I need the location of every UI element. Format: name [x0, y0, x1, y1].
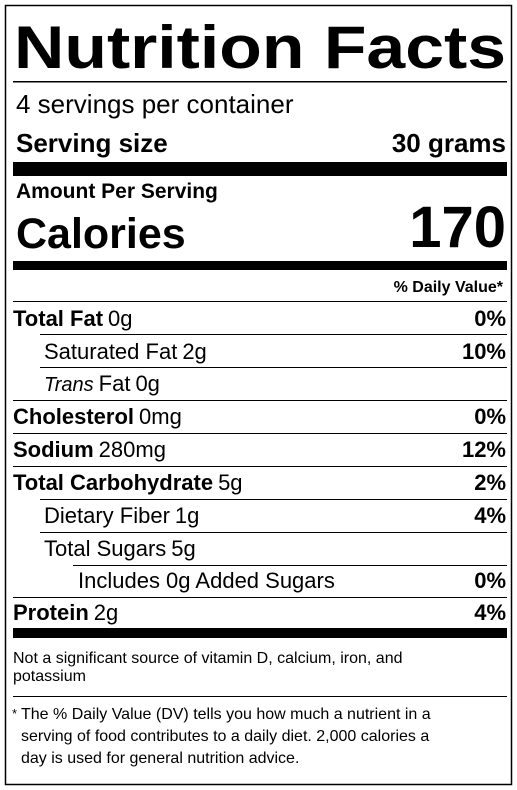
- nutrient-amount: 0g: [135, 371, 159, 396]
- nutrient-row: Total Sugars 5g: [44, 536, 196, 561]
- rule: [13, 301, 507, 302]
- serving-size-label: Serving size: [16, 128, 168, 158]
- nutrient-name: Sodium: [13, 437, 94, 462]
- footnote-line: The % Daily Value (DV) tells you how muc…: [21, 706, 431, 723]
- rule: [40, 532, 507, 533]
- rule: [13, 81, 507, 83]
- rule: [40, 367, 507, 368]
- title: Nutrition Facts: [14, 14, 506, 81]
- thick-rule: [13, 628, 507, 638]
- daily-value: 0%: [474, 404, 506, 429]
- nutrient-amount: 0g: [108, 306, 132, 331]
- nutrient-name: Total Sugars: [44, 536, 166, 561]
- nutrient-name: Fat: [99, 371, 131, 396]
- thick-rule: [13, 162, 507, 176]
- nutrient-name: Total Carbohydrate: [13, 470, 213, 495]
- label-border: [4, 4, 513, 786]
- daily-value: 4%: [474, 503, 506, 528]
- rule: [40, 499, 507, 500]
- daily-value: 4%: [474, 600, 506, 625]
- daily-value: 10%: [462, 339, 506, 364]
- nutrient-amount: 5g: [171, 536, 195, 561]
- nutrient-row: Total Carbohydrate 5g: [13, 470, 243, 495]
- note-line: Not a significant source of vitamin D, c…: [13, 650, 403, 667]
- nutrient-row: Sodium 280mg: [13, 437, 166, 462]
- nutrient-row: Dietary Fiber 1g: [44, 503, 199, 528]
- nutrient-name: Saturated Fat: [44, 339, 177, 364]
- rule: [13, 433, 507, 434]
- calories-value: 170: [409, 195, 506, 260]
- daily-value: 0%: [474, 306, 506, 331]
- daily-value: 12%: [462, 437, 506, 462]
- daily-value-header: % Daily Value*: [394, 279, 504, 296]
- daily-value: 2%: [474, 470, 506, 495]
- nutrient-row: Includes 0g Added Sugars: [78, 568, 335, 593]
- nutrient-amount: 5g: [218, 470, 242, 495]
- footnote-line: day is used for general nutrition advice…: [21, 750, 299, 767]
- rule: [13, 597, 507, 598]
- daily-value: 0%: [474, 568, 506, 593]
- nutrient-row: Cholesterol 0mg: [13, 404, 182, 429]
- nutrient-amount: 0mg: [139, 404, 182, 429]
- footnote-line: serving of food contributes to a daily d…: [21, 728, 429, 745]
- nutrient-row: Trans Fat 0g: [44, 371, 160, 396]
- nutrient-name: Protein: [13, 600, 89, 625]
- nutrient-row: Saturated Fat 2g: [44, 339, 207, 364]
- footnote-marker: *: [12, 706, 17, 721]
- note-line: potassium: [13, 668, 86, 685]
- nutrient-name: Cholesterol: [13, 404, 134, 429]
- rule: [13, 466, 507, 467]
- nutrient-amount: 2g: [94, 600, 118, 625]
- nutrient-amount: 2g: [182, 339, 206, 364]
- amount-per-serving: Amount Per Serving: [16, 180, 218, 203]
- nutrient-prefix: Trans: [44, 374, 94, 396]
- nutrient-name: Dietary Fiber: [44, 503, 170, 528]
- nutrient-amount: 1g: [175, 503, 199, 528]
- nutrient-row: Protein 2g: [13, 600, 118, 625]
- rule: [40, 334, 507, 335]
- servings: 4 servings per container: [16, 89, 294, 119]
- rule: [13, 400, 507, 401]
- serving-size-value: 30 grams: [392, 128, 506, 158]
- rule: [73, 565, 507, 566]
- calories-label: Calories: [16, 210, 186, 258]
- nutrient-name: Total Fat: [13, 306, 104, 331]
- nutrient-row: Total Fat 0g: [13, 306, 133, 331]
- thick-rule: [13, 261, 507, 270]
- nutrient-amount: 280mg: [99, 437, 166, 462]
- rule: [13, 696, 507, 697]
